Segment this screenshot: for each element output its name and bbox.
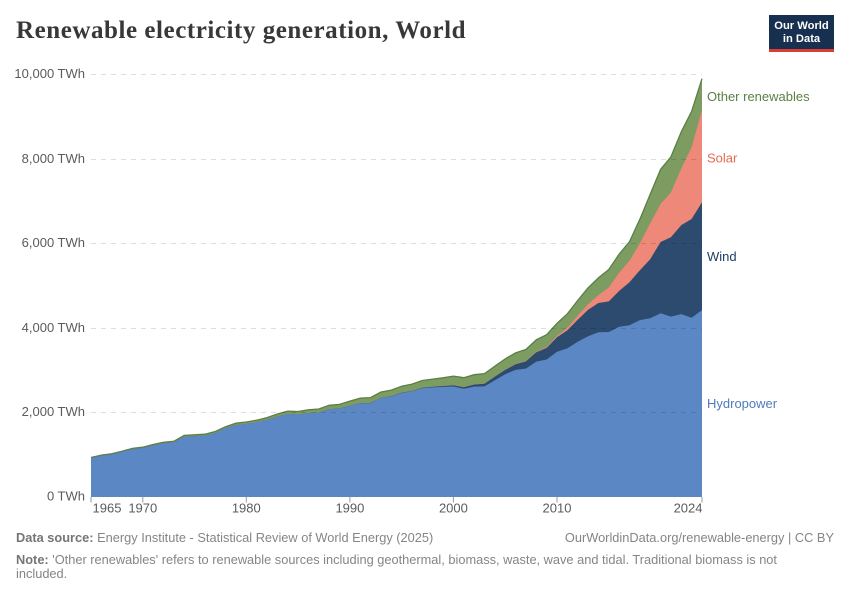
svg-text:4,000 TWh: 4,000 TWh (22, 320, 85, 335)
svg-text:2024: 2024 (674, 501, 703, 516)
svg-text:1970: 1970 (128, 501, 157, 516)
svg-text:2000: 2000 (439, 501, 468, 516)
svg-text:1980: 1980 (232, 501, 261, 516)
svg-text:2010: 2010 (543, 501, 572, 516)
svg-text:1990: 1990 (335, 501, 364, 516)
svg-text:6,000 TWh: 6,000 TWh (22, 235, 85, 250)
svg-text:Solar: Solar (707, 150, 738, 165)
svg-text:10,000 TWh: 10,000 TWh (14, 66, 85, 81)
svg-text:2,000 TWh: 2,000 TWh (22, 404, 85, 419)
svg-text:Other renewables: Other renewables (707, 89, 810, 104)
svg-text:8,000 TWh: 8,000 TWh (22, 151, 85, 166)
svg-text:Hydropower: Hydropower (707, 396, 778, 411)
svg-text:Wind: Wind (707, 249, 737, 264)
svg-text:1965: 1965 (93, 501, 122, 516)
svg-text:0 TWh: 0 TWh (47, 488, 85, 503)
